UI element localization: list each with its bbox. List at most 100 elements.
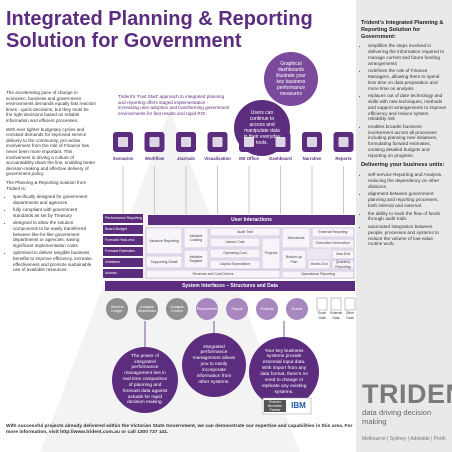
module-label: Labour Cost — [225, 240, 245, 245]
source-label: General Ledger — [110, 304, 124, 313]
source-label: Projects — [260, 306, 274, 311]
module-label: Operational Reporting — [300, 272, 336, 277]
module-label: Year-End — [335, 252, 351, 257]
source-file — [330, 297, 342, 311]
module — [331, 259, 355, 270]
module-label: Audit Trail — [237, 229, 253, 234]
source-node — [226, 298, 248, 320]
module — [183, 249, 209, 269]
layer-label: System Interfaces – Structures and Data — [182, 282, 278, 289]
process-tag — [103, 214, 143, 223]
bullet: automated integration between people, pr… — [368, 224, 447, 247]
module — [145, 269, 281, 279]
module — [311, 227, 355, 238]
bullet: optimised to deliver tangible business b… — [13, 250, 96, 272]
module-label: Bottom-up Plan — [285, 255, 303, 264]
source-label: External Data — [329, 311, 343, 320]
module — [331, 249, 355, 260]
paragraph: The Planning & Reporting solution from T… — [6, 179, 87, 191]
source-label: Analysis Drivers — [170, 304, 184, 313]
sidebar: Trident's Integrated Planning & Reportin… — [361, 20, 447, 250]
paragraph: With ever tighter budgetary cycles and c… — [6, 126, 96, 177]
module-label: Executive Information — [316, 241, 350, 246]
bullet: designed to allow the solution component… — [13, 220, 96, 248]
module-label: Initiative Register — [189, 254, 203, 263]
approach-text: Trident's 'Fast Start' approach to integ… — [118, 94, 230, 116]
title: Integrated Planning & Reporting Solution … — [6, 8, 351, 53]
benefit-callout-circle — [182, 333, 246, 397]
benefit-callout: Your key business systems provide essent… — [260, 348, 308, 395]
process-tag — [103, 269, 143, 278]
source-node — [106, 298, 128, 320]
module-label: Projects — [264, 251, 278, 256]
tool-icon-glyph — [181, 137, 191, 147]
tool-icon-glyph — [338, 137, 349, 147]
bullet: simplifies the steps involved in deliver… — [368, 43, 447, 66]
bullet-list: simplifies the steps involved in deliver… — [361, 43, 447, 158]
partner-label: Premier Business Partner — [264, 400, 286, 412]
title-line: Integrated Planning & Reporting — [6, 8, 313, 30]
tool-icon-glyph — [307, 137, 317, 147]
dashboard-callout: Graphical dashboards illustrate your key… — [276, 60, 306, 98]
source-node — [256, 298, 278, 320]
tool-label: Narrative — [302, 156, 322, 162]
dashboard-callout-circle — [264, 52, 318, 106]
sidebar-panel — [356, 0, 452, 452]
module — [209, 227, 281, 237]
tool-icon-glyph — [244, 137, 254, 147]
sidebar-subtitle: Delivering your business units: — [361, 162, 445, 169]
intro-text: The accelerating pace of change in econo… — [6, 90, 96, 276]
process-tag — [103, 225, 143, 234]
city: Melbourne — [362, 436, 386, 442]
tool-icon-glyph — [118, 137, 128, 147]
module-label: Month-End — [310, 262, 328, 267]
module — [209, 259, 261, 270]
layer-bar — [148, 215, 355, 225]
source-label: Grants — [291, 306, 303, 311]
module — [311, 238, 355, 249]
module-label: Capital Expenditure — [219, 262, 251, 267]
tool-icon-glyph — [275, 137, 286, 147]
tool-label: Visualisation — [204, 156, 231, 162]
module — [183, 227, 209, 249]
source-file — [316, 297, 328, 311]
process-label: Forward Estimates — [105, 249, 135, 254]
city: Sydney — [386, 436, 407, 442]
tool-label: Dashboard — [269, 156, 292, 162]
module — [281, 249, 307, 270]
module-label: Variance Reporting — [149, 238, 179, 243]
bullet: redefines the role of Finance Managers, … — [368, 68, 447, 91]
module — [281, 270, 355, 279]
source-node — [286, 298, 308, 320]
partner-brand: IBM — [291, 401, 306, 411]
module — [209, 248, 261, 259]
module — [261, 237, 281, 270]
bullet: fully compliant with government standard… — [13, 207, 96, 218]
process-tag — [103, 247, 143, 256]
layer-bar — [105, 281, 355, 291]
sidebar-title: Trident's Integrated Planning & Reportin… — [361, 20, 444, 40]
process-label: Actuals — [105, 271, 117, 276]
bullet: replaces out of date technology and skil… — [368, 93, 447, 122]
tool-label: Scenarios — [112, 156, 134, 162]
benefit-callout-circle — [112, 347, 178, 413]
bullet: the ability to track the flow of funds t… — [368, 211, 447, 222]
module — [209, 237, 261, 248]
brand-name: TRIDENT — [362, 379, 452, 409]
module — [281, 227, 311, 249]
source-node — [196, 298, 218, 320]
cities: MelbourneSydneyAdelaidePerth — [362, 436, 446, 442]
users-callout: Users can continue to access and manipul… — [243, 109, 281, 147]
process-label: Initiatives — [105, 260, 120, 265]
process-tag — [103, 258, 143, 267]
source-node — [136, 298, 158, 320]
tool-icon-glyph — [149, 137, 160, 147]
bullet: enables broader business involvement acr… — [368, 124, 447, 158]
city: Perth — [430, 436, 446, 442]
module — [145, 227, 183, 255]
process-label: Board Budget — [105, 227, 127, 232]
benefit-callout: Integrated performance management allows… — [192, 344, 236, 385]
module-label: Quarterly Reporting — [335, 260, 351, 269]
